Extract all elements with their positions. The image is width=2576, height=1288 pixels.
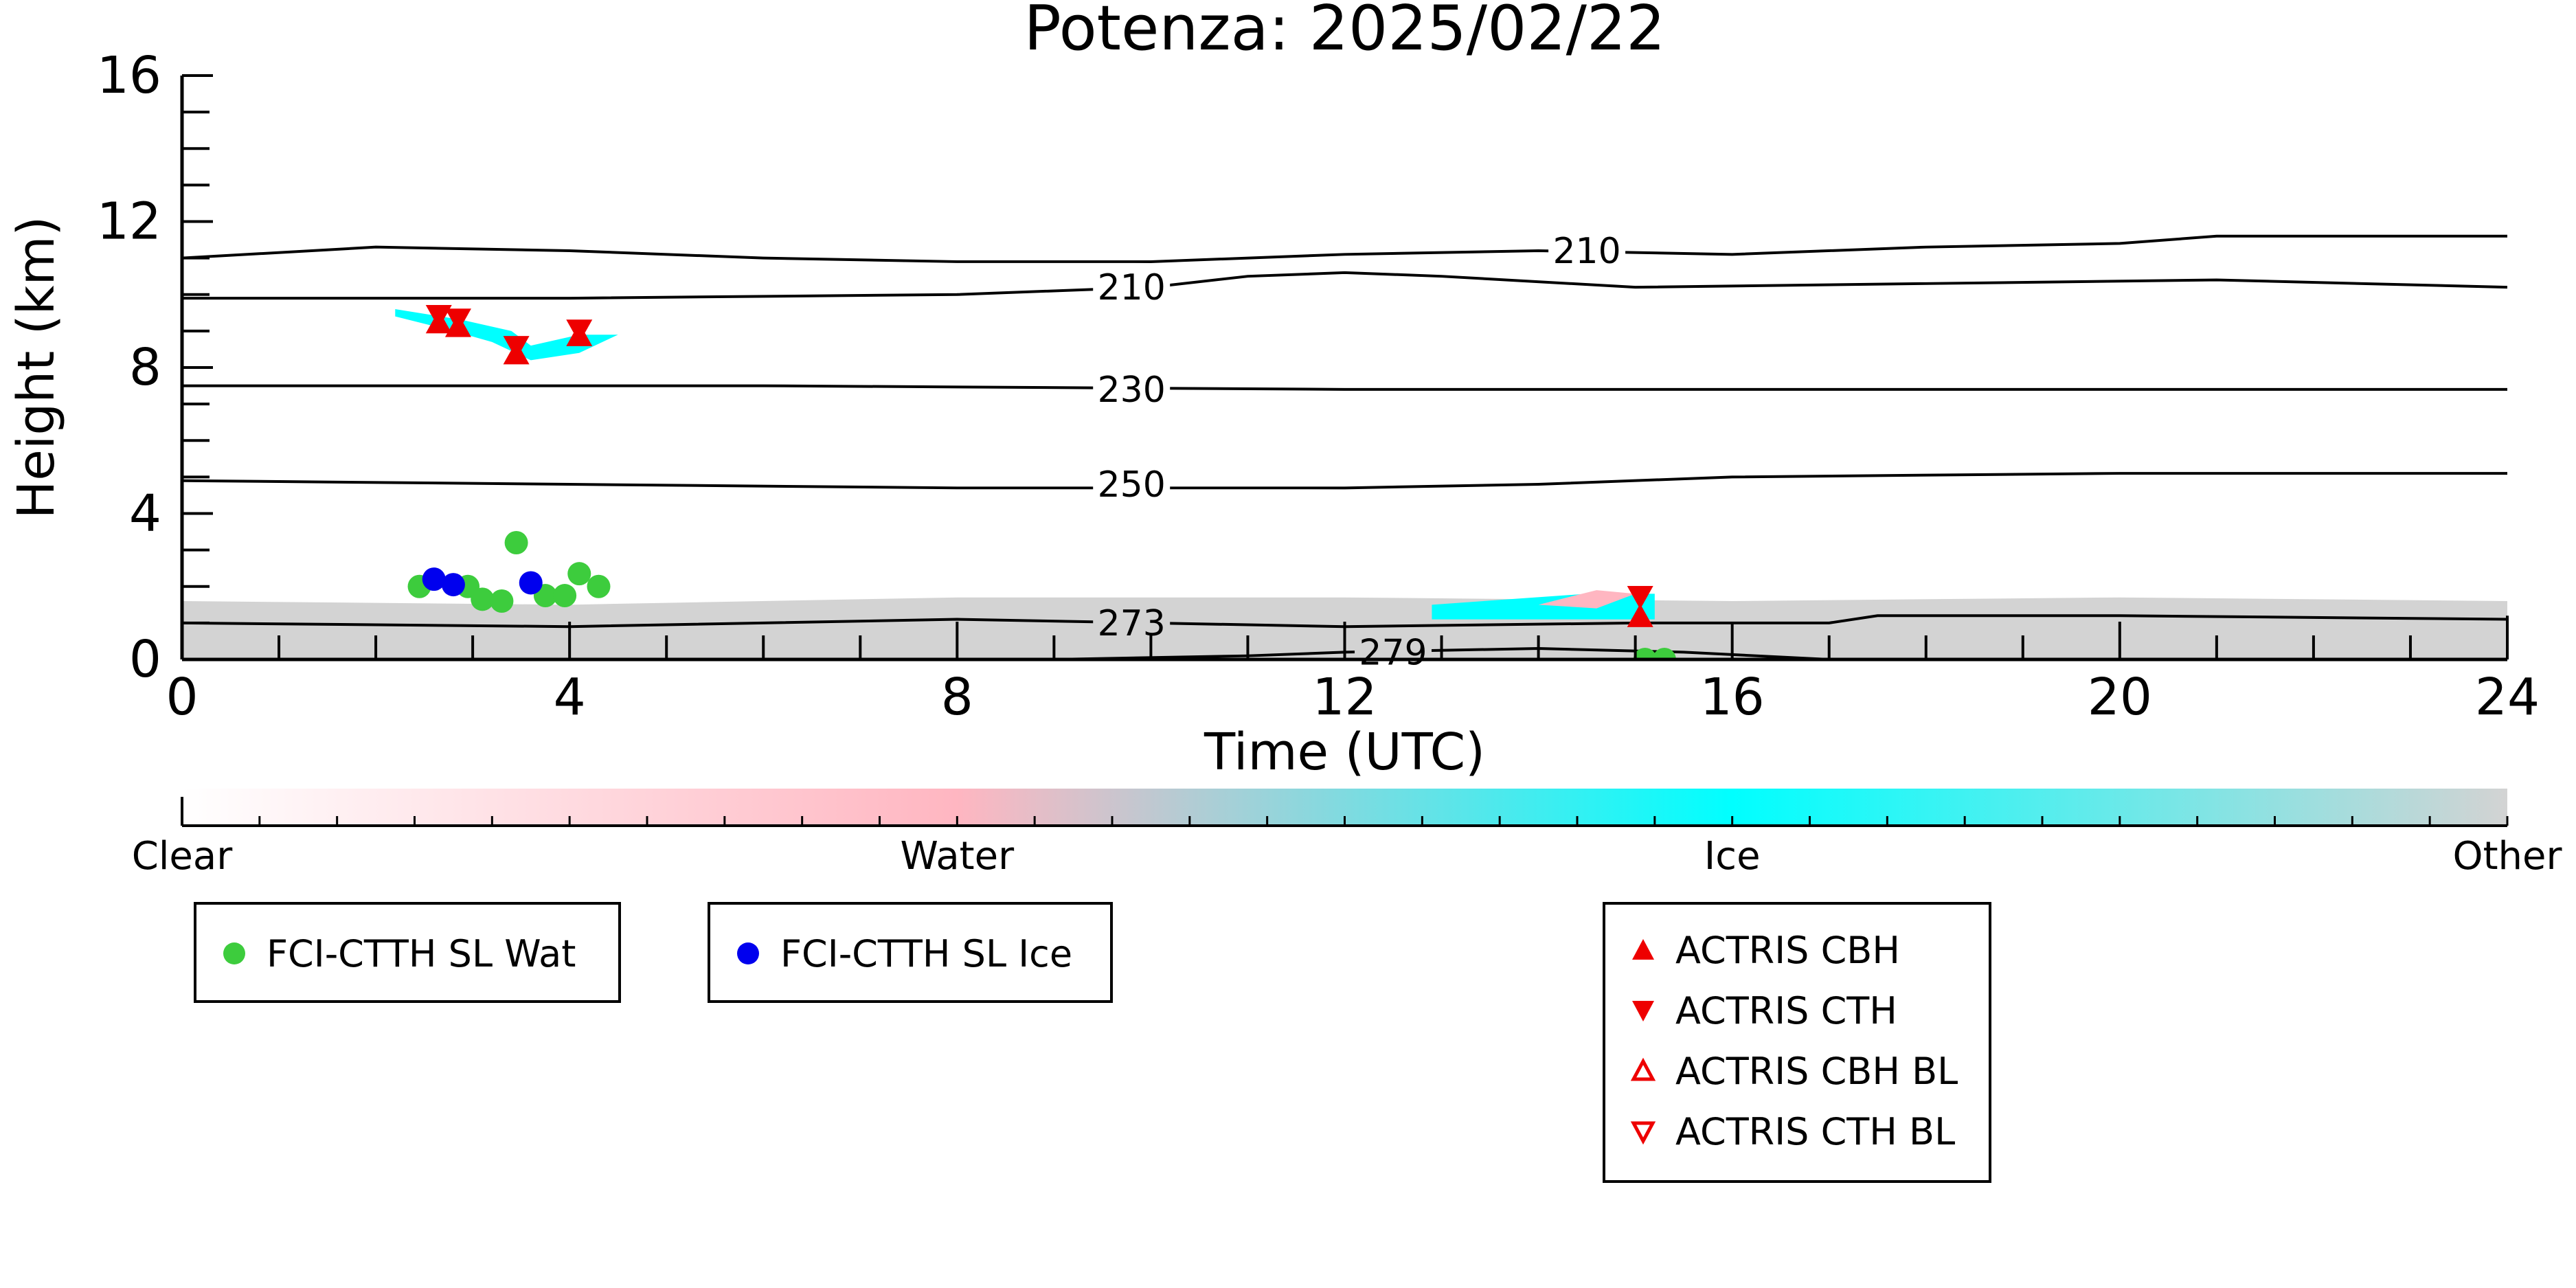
data-point (503, 336, 530, 360)
contour-label: 273 (1098, 603, 1166, 644)
legend-label: FCI-CTTH SL Wat (267, 931, 576, 975)
series-fci-ctth-sl-ice (422, 567, 543, 597)
legend-entry: FCI-CTTH SL Wat (196, 923, 618, 984)
data-point (471, 587, 495, 611)
contour-line (182, 234, 2507, 263)
contour-line (182, 384, 2507, 391)
contour-label: 279 (1359, 632, 1427, 673)
data-point (490, 589, 514, 613)
green-circle-icon (223, 942, 245, 964)
data-point (587, 574, 611, 598)
legend-actris: ACTRIS CBH ACTRIS CTH ACTRIS CBH BL ACTR… (1603, 902, 1991, 1183)
x-tick-label: 20 (2088, 668, 2152, 727)
contour-label: 230 (1098, 370, 1166, 411)
x-axis-label: Time (UTC) (1204, 723, 1485, 782)
colorbar-label: Water (901, 834, 1015, 879)
chart-title: Potenza: 2025/02/22 (1024, 0, 1666, 65)
data-point (566, 319, 593, 343)
y-tick-label: 4 (129, 484, 161, 543)
region-water (1538, 590, 1636, 609)
y-axis-label: Height (km) (7, 216, 66, 519)
series-actris-cth (425, 304, 1653, 610)
legend-label: FCI-CTTH SL Ice (780, 931, 1073, 975)
colorbar-label: Other (2452, 834, 2562, 879)
y-tick-label: 8 (129, 338, 161, 397)
legend-fci-wat: FCI-CTTH SL Wat (194, 902, 621, 1003)
data-point (422, 567, 446, 591)
triangle-up-icon (1632, 939, 1654, 960)
y-tick-label: 12 (97, 192, 161, 251)
legend-fci-ice: FCI-CTTH SL Ice (708, 902, 1113, 1003)
legend-label: ACTRIS CBH (1675, 928, 1900, 972)
legend-entry: FCI-CTTH SL Ice (710, 923, 1110, 984)
data-point (444, 308, 471, 332)
data-point (1627, 603, 1653, 627)
x-tick-label: 8 (941, 668, 973, 727)
data-point (504, 531, 528, 554)
x-tick-label: 16 (1700, 668, 1765, 727)
data-point (1627, 586, 1653, 610)
contour-line (182, 472, 2507, 490)
legend-label: ACTRIS CBH BL (1675, 1049, 1958, 1093)
triangle-down-open-icon (1630, 1121, 1656, 1145)
blue-circle-icon (737, 942, 759, 964)
legend-entry: ACTRIS CTH (1605, 980, 1989, 1041)
data-point (1652, 648, 1676, 659)
legend-entry: ACTRIS CTH BL (1605, 1101, 1989, 1162)
x-tick-label: 4 (554, 668, 586, 727)
plot-area (182, 233, 2507, 659)
contour-line (182, 614, 2507, 629)
legend-entry: ACTRIS CBH (1605, 920, 1989, 980)
triangle-down-icon (1632, 1001, 1654, 1021)
colorbar-label: Clear (132, 834, 233, 879)
series-actris-cbh (425, 310, 1653, 627)
data-point (1633, 648, 1657, 659)
legend-entry: ACTRIS CBH BL (1605, 1041, 1989, 1101)
series-fci-ctth-sl-wat (407, 531, 1676, 659)
colorbar-label: Ice (1704, 834, 1761, 879)
x-tick-label: 24 (2475, 668, 2540, 727)
y-tick-label: 0 (129, 630, 161, 689)
contour-label: 250 (1098, 464, 1166, 506)
y-tick-label: 16 (97, 46, 161, 105)
data-point (441, 573, 465, 597)
legend-label: ACTRIS CTH (1675, 988, 1897, 1032)
data-point (519, 571, 543, 595)
data-point (425, 304, 452, 328)
x-tick-label: 0 (166, 668, 198, 727)
legend-label: ACTRIS CTH BL (1675, 1109, 1956, 1153)
data-point (567, 562, 591, 586)
triangle-up-open-icon (1630, 1057, 1656, 1081)
region-ice (395, 309, 618, 361)
data-point (553, 584, 577, 608)
x-tick-label: 12 (1312, 668, 1377, 727)
contour-label: 210 (1098, 267, 1166, 308)
contour-line (182, 271, 2507, 300)
contour-label: 210 (1552, 231, 1620, 272)
